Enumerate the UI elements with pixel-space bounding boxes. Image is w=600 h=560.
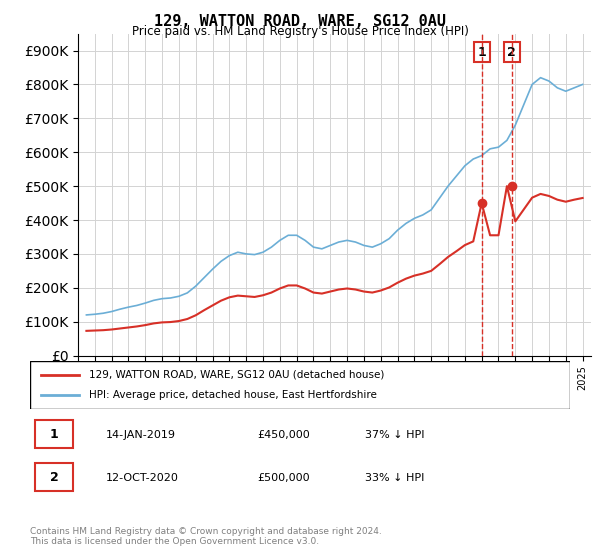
Text: 37% ↓ HPI: 37% ↓ HPI: [365, 430, 424, 440]
Text: Contains HM Land Registry data © Crown copyright and database right 2024.
This d: Contains HM Land Registry data © Crown c…: [30, 526, 382, 546]
Text: HPI: Average price, detached house, East Hertfordshire: HPI: Average price, detached house, East…: [89, 390, 377, 400]
Text: £500,000: £500,000: [257, 473, 310, 483]
Text: 14-JAN-2019: 14-JAN-2019: [106, 430, 176, 440]
FancyBboxPatch shape: [30, 361, 570, 409]
Text: £450,000: £450,000: [257, 430, 310, 440]
FancyBboxPatch shape: [35, 420, 73, 447]
Text: 2: 2: [508, 46, 516, 59]
Text: 1: 1: [50, 428, 59, 441]
Text: 129, WATTON ROAD, WARE, SG12 0AU: 129, WATTON ROAD, WARE, SG12 0AU: [154, 14, 446, 29]
Text: 129, WATTON ROAD, WARE, SG12 0AU (detached house): 129, WATTON ROAD, WARE, SG12 0AU (detach…: [89, 370, 385, 380]
Text: 1: 1: [478, 46, 487, 59]
Text: 12-OCT-2020: 12-OCT-2020: [106, 473, 178, 483]
Text: Price paid vs. HM Land Registry's House Price Index (HPI): Price paid vs. HM Land Registry's House …: [131, 25, 469, 38]
Text: 2: 2: [50, 472, 59, 484]
Text: 33% ↓ HPI: 33% ↓ HPI: [365, 473, 424, 483]
FancyBboxPatch shape: [35, 463, 73, 491]
